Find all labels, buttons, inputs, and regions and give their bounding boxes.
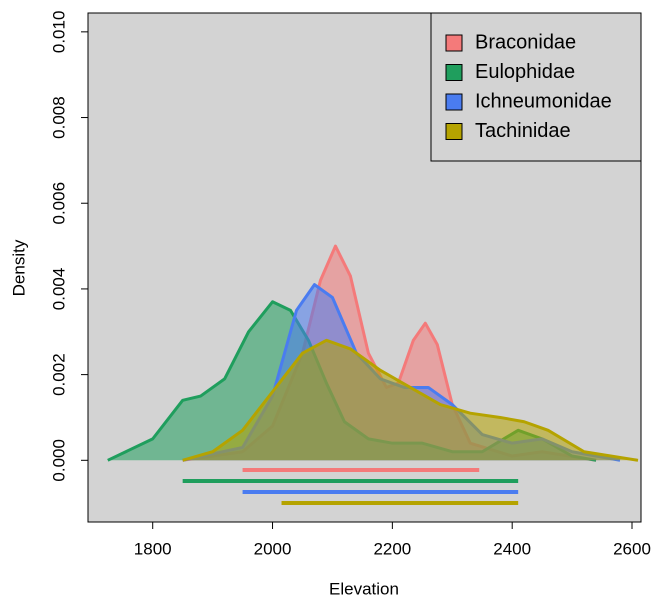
x-tick-label: 2600 [613,539,651,558]
x-tick-label: 1800 [134,539,172,558]
y-tick-label: 0.010 [49,11,68,54]
legend-label: Braconidae [475,31,576,53]
x-tick-label: 2000 [254,539,292,558]
legend-box [430,12,642,162]
x-tick-label: 2200 [373,539,411,558]
density-line [182,338,639,462]
legend-swatch [445,93,463,111]
y-tick-label: 0.006 [49,182,68,225]
legend-label: Ichneumonidae [475,90,612,112]
y-tick-label: 0.004 [49,268,68,311]
y-tick-label: 0.000 [49,439,68,482]
x-tick-label: 2400 [493,539,531,558]
density-area [182,340,639,461]
legend-swatch [445,34,463,52]
legend-label: Eulophidae [475,61,575,83]
legend-swatch [445,64,463,81]
x-axis-label: Elevation [329,579,399,598]
legend: Braconidae Eulophidae Ichneumonidae Tachini… [430,12,642,162]
y-tick-label: 0.008 [49,96,68,139]
legend-swatch [445,123,463,140]
plot-border [87,12,642,523]
y-tick-label: 0.002 [49,353,68,396]
y-axis-label: Density [9,239,28,296]
legend-label: Tachinidae [475,120,571,142]
density-area [107,301,597,461]
